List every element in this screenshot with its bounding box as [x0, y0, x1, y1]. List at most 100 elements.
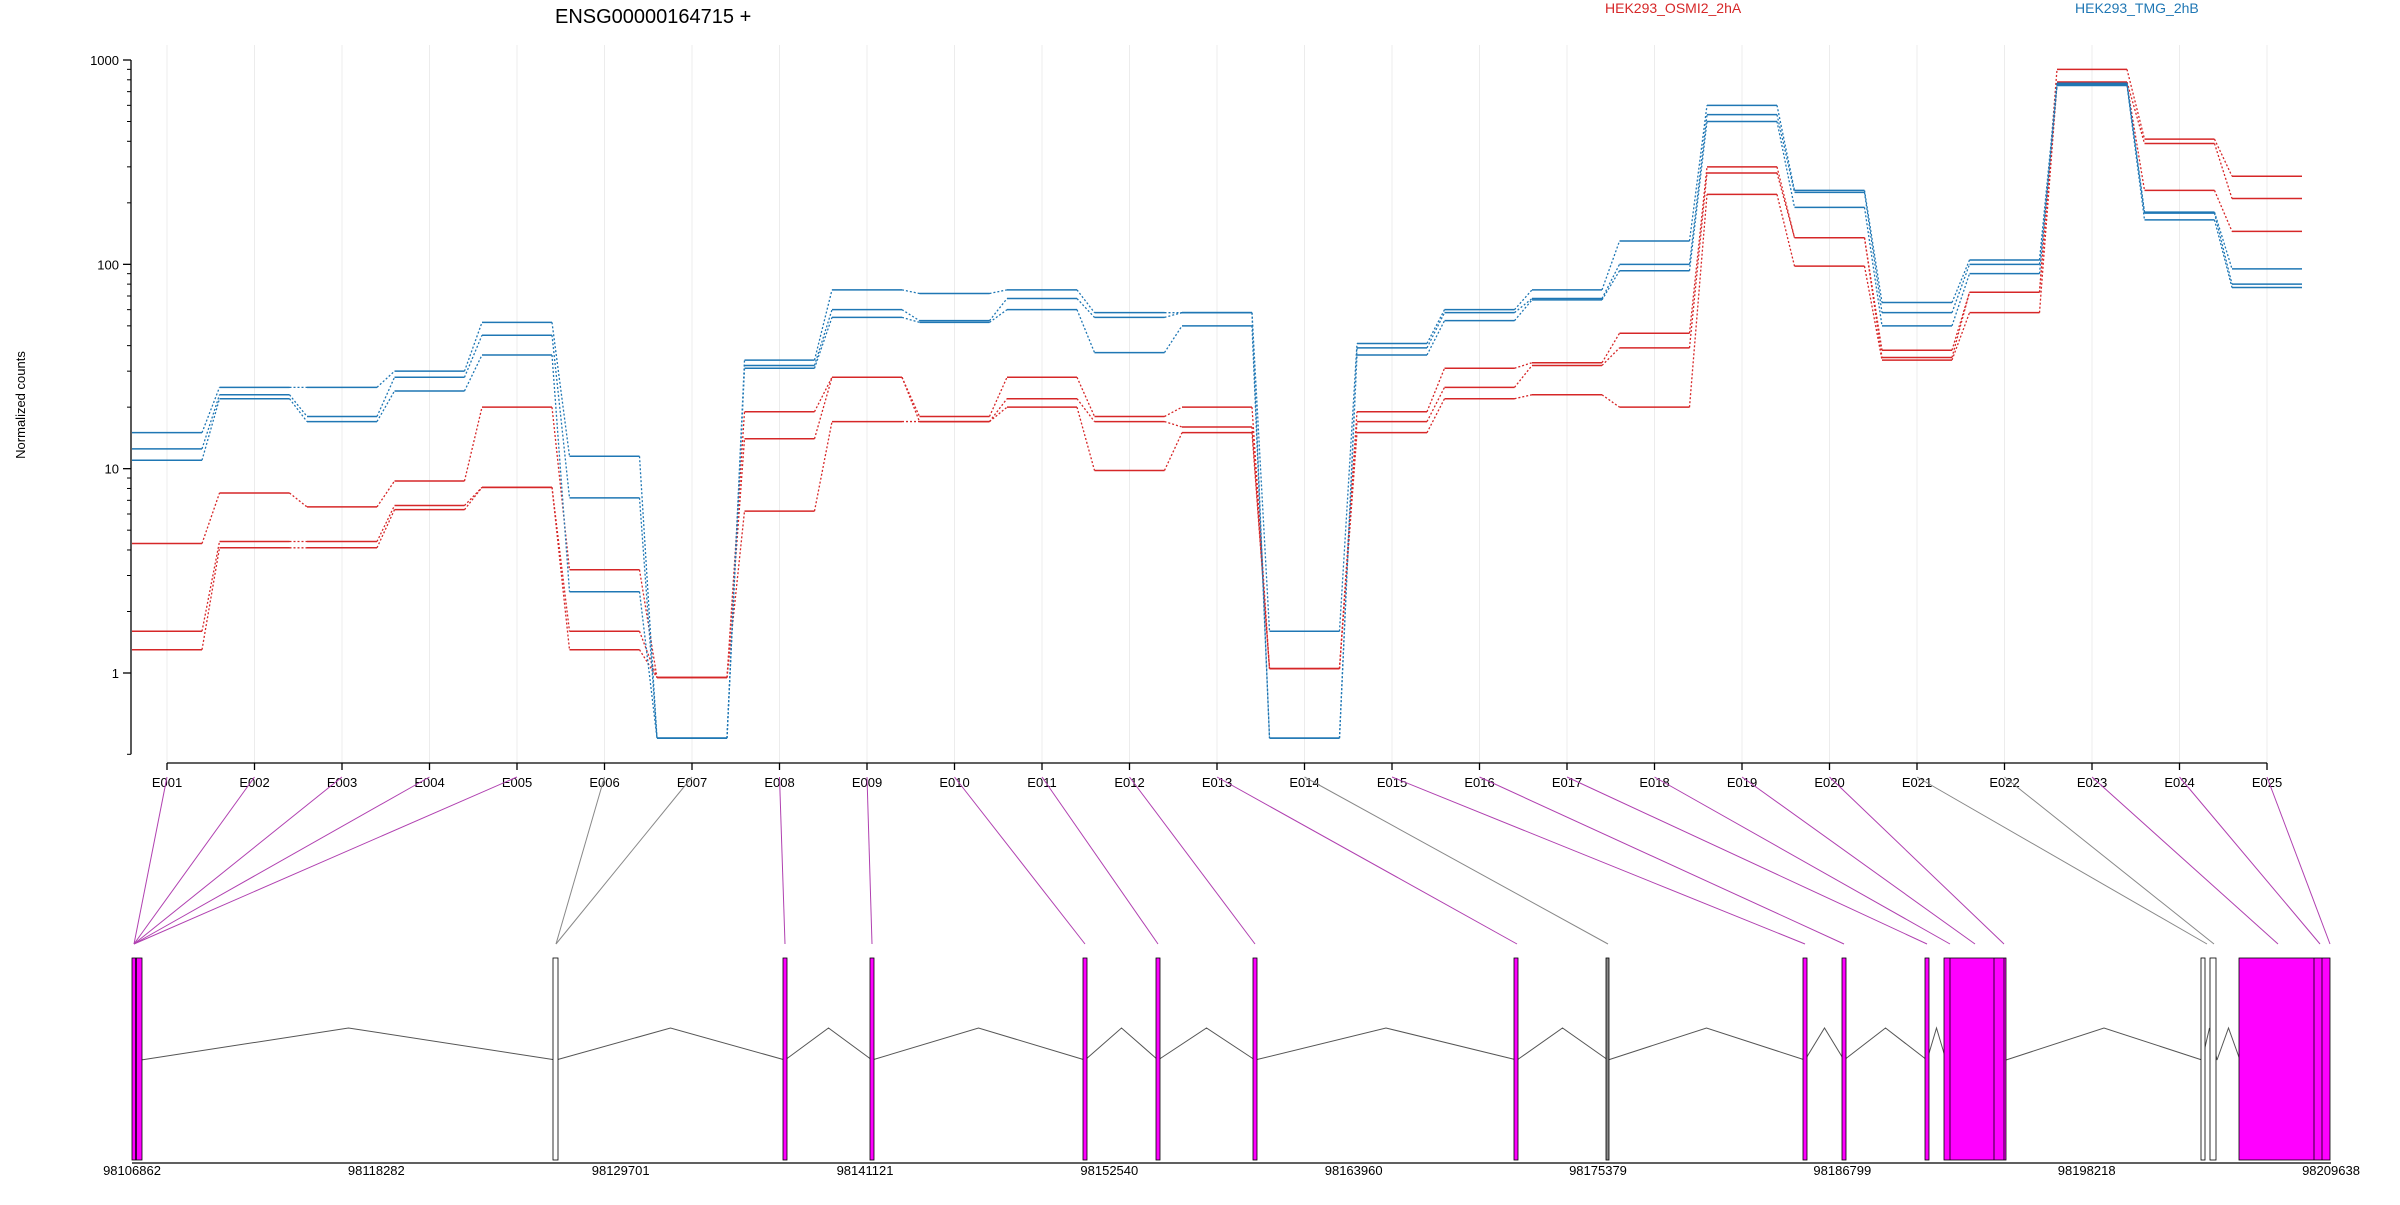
exon-connector [1041, 776, 1159, 945]
exon-connector [1129, 776, 1256, 945]
exon-connector [1916, 776, 2208, 945]
transition-segment [1076, 298, 1095, 318]
exon-connector [2266, 776, 2331, 945]
transition-segment [638, 569, 658, 678]
x-tick-label: E006 [589, 775, 619, 790]
transition-segment [376, 377, 396, 417]
x-tick-label: E013 [1202, 775, 1232, 790]
x-tick-label: E016 [1464, 775, 1494, 790]
transition-segment [1514, 394, 1533, 400]
exon-connector [2179, 776, 2321, 945]
x-tick-label: E020 [1814, 775, 1844, 790]
exon-connector [2091, 776, 2279, 945]
exon-block [1943, 957, 2007, 1161]
transition-segment [1338, 354, 1358, 739]
transition-segment [813, 421, 833, 512]
y-axis-label: Normalized counts [13, 351, 28, 459]
exon-block [552, 957, 559, 1161]
x-tick-label: E022 [1989, 775, 2019, 790]
transition-segment [1688, 172, 1708, 348]
x-tick-label: E001 [152, 775, 182, 790]
exon-block [2200, 957, 2206, 1161]
x-tick-label: E004 [414, 775, 444, 790]
transition-segment [1514, 299, 1533, 322]
transition-segment [1076, 377, 1096, 417]
exon-connector [133, 776, 255, 945]
transition-segment [901, 316, 920, 323]
x-tick-label: E012 [1114, 775, 1144, 790]
transition-segment [1076, 406, 1096, 471]
y-tick-label: 10 [105, 462, 119, 477]
genomic-coordinate-label: 98198218 [2058, 1163, 2116, 1178]
transition-segment [1251, 432, 1271, 669]
transition-segment [551, 407, 571, 570]
exon-connector [1829, 776, 2005, 945]
series-line [132, 84, 2302, 739]
transition-segment [813, 317, 833, 369]
y-tick-label: 1 [112, 666, 119, 681]
exon-connector [779, 776, 786, 945]
transition-segment [1338, 343, 1358, 632]
exon-connector [555, 776, 693, 945]
transition-segment [1776, 166, 1796, 238]
transition-segment [376, 505, 396, 542]
exon-block [1513, 957, 1519, 1161]
x-tick-label: E017 [1552, 775, 1582, 790]
genomic-coordinate-label: 98129701 [592, 1163, 650, 1178]
transition-segment [988, 298, 1008, 322]
transition-segment [2038, 84, 2058, 313]
exon-connector [133, 776, 430, 945]
exon-connector [555, 776, 605, 945]
transition-segment [1688, 194, 1708, 408]
series-line [132, 82, 2302, 739]
transition-segment [1513, 365, 1533, 388]
exon-block [1605, 957, 1610, 1161]
genomic-coordinate-label: 98152540 [1080, 1163, 1138, 1178]
exon-connector [133, 776, 168, 945]
transition-segment [1164, 312, 1183, 319]
transition-segment [1863, 192, 1883, 313]
transition-segment [638, 456, 658, 739]
transition-segment [1601, 347, 1620, 366]
chart-title: ENSG00000164715 + [555, 6, 751, 28]
transition-segment [1164, 406, 1183, 418]
exon-connector [1741, 776, 1976, 945]
genomic-coordinate-label: 98141121 [837, 1163, 894, 1178]
exon-block [1924, 957, 1930, 1161]
x-tick-label: E002 [239, 775, 269, 790]
exon-connector [1304, 776, 1609, 945]
transition-segment [2126, 81, 2146, 144]
transition-segment [201, 547, 221, 650]
genomic-coordinate-label: 98186799 [1813, 1163, 1871, 1178]
transition-segment [2038, 84, 2058, 265]
x-tick-label: E018 [1639, 775, 1669, 790]
exon-connector [954, 776, 1086, 945]
transition-segment [1164, 420, 1183, 428]
transition-segment [1426, 320, 1446, 356]
exon-block [782, 957, 788, 1161]
gridlines [166, 45, 2268, 763]
exon-connector [1391, 776, 1806, 945]
x-tick-label: E025 [2252, 775, 2282, 790]
transition-segment [2213, 138, 2233, 177]
transition-segment [463, 486, 483, 511]
transition-segment [551, 487, 571, 650]
transition-segment [1426, 312, 1446, 349]
transition-segment [2213, 190, 2233, 232]
transition-segment [1776, 194, 1796, 267]
x-tick-label: E015 [1377, 775, 1407, 790]
y-tick-label: 100 [97, 257, 119, 272]
exon-block [1082, 957, 1088, 1161]
transition-segment [989, 289, 1008, 295]
transition-segment [1601, 240, 1621, 291]
transition-segment [288, 398, 308, 422]
transition-segment [2213, 219, 2233, 288]
transition-segment [551, 322, 571, 457]
exon-connector [1216, 776, 1518, 945]
transition-segment [1601, 332, 1621, 364]
exon-connector [1654, 776, 1951, 945]
transition-segment [376, 390, 396, 422]
transition-segment [1251, 312, 1271, 632]
x-tick-label: E019 [1727, 775, 1757, 790]
exon-block [869, 957, 875, 1161]
